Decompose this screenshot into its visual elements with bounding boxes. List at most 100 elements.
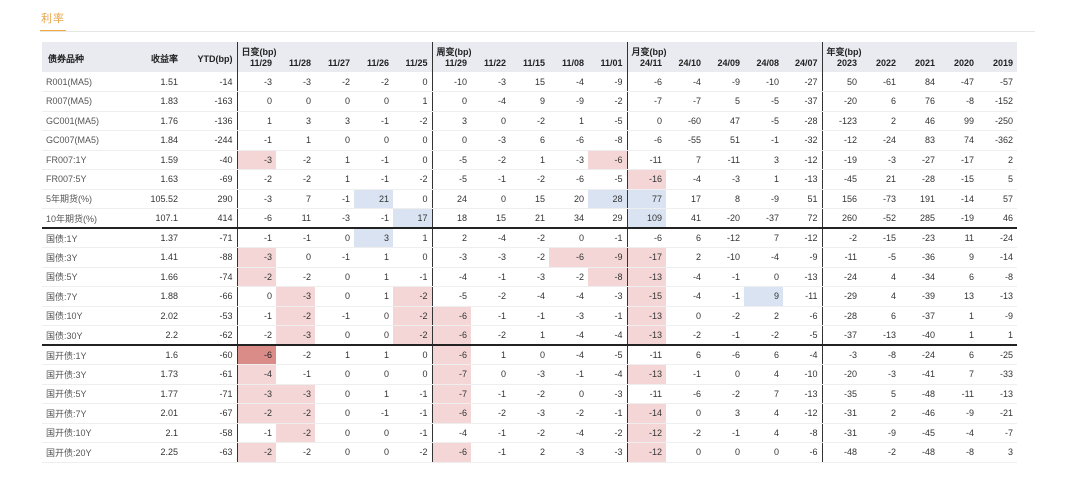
monthly-change: -4	[666, 169, 705, 190]
tab-rates[interactable]: 利率	[40, 8, 66, 32]
daily-change: 0	[315, 130, 354, 151]
monthly-change: -11	[705, 150, 744, 170]
weekly-change: -5	[588, 111, 627, 131]
weekly-change: -8	[588, 267, 627, 287]
ytd-value: -60	[182, 344, 237, 365]
yield-value: 1.73	[142, 364, 182, 385]
weekly-change: -9	[588, 72, 627, 92]
yearly-change: -35	[821, 384, 861, 404]
weekly-change: 15	[510, 189, 549, 209]
yearly-change: 57	[978, 189, 1017, 209]
ytd-value: -62	[182, 325, 237, 346]
yearly-change: -2	[861, 442, 900, 463]
monthly-change: -13	[626, 306, 666, 326]
yearly-change: -21	[978, 403, 1017, 424]
bond-name: 国开债:7Y	[42, 403, 142, 424]
bond-name: 国债:5Y	[42, 267, 142, 287]
monthly-change: -20	[705, 208, 744, 229]
monthly-change: 51	[705, 130, 744, 151]
monthly-change: -12	[626, 442, 666, 463]
weekly-change: -1	[510, 306, 549, 326]
weekly-change: 0	[431, 130, 471, 151]
monthly-change: -1	[705, 286, 744, 307]
yearly-change: -123	[821, 111, 861, 131]
yearly-change: -47	[939, 72, 978, 92]
daily-change: -2	[393, 286, 432, 307]
ytd-value: 290	[182, 189, 237, 209]
weekly-change: -9	[549, 91, 588, 112]
monthly-change: -28	[783, 111, 822, 131]
weekly-change: -1	[549, 364, 588, 385]
ytd-value: -71	[182, 227, 237, 248]
monthly-change: 0	[744, 442, 783, 463]
header-yearly-col: 2023	[821, 58, 861, 72]
yearly-change: -3	[821, 344, 861, 365]
header-date-row: 11/29 11/28 11/27 11/26 11/25 11/29 11/22 11/15…	[42, 58, 1017, 72]
ytd-value: -163	[182, 91, 237, 112]
monthly-change: 41	[666, 208, 705, 229]
header-weekly-col: 11/22	[471, 58, 510, 72]
monthly-change: -60	[666, 111, 705, 131]
bond-name: FR007:5Y	[42, 169, 142, 190]
monthly-change: -13	[626, 364, 666, 385]
monthly-change: -5	[744, 111, 783, 131]
header-weekly-col: 11/08	[549, 58, 588, 72]
bond-name: 国债:10Y	[42, 306, 142, 326]
ytd-value: -63	[182, 442, 237, 463]
weekly-change: -6	[431, 442, 471, 463]
yearly-change: -8	[861, 344, 900, 365]
table-row: 国债:10Y 2.02 -53 -1 -2 -1 0 -2 -6 -1 -1 -3 -1 -13 0 -2 2-…	[42, 306, 1017, 326]
monthly-change: -12	[783, 150, 822, 170]
monthly-change: -5	[783, 325, 822, 346]
daily-change: 0	[354, 91, 393, 112]
daily-change: 1	[393, 91, 432, 112]
yearly-change: 11	[939, 227, 978, 248]
daily-change: -1	[236, 306, 276, 326]
yield-value: 1.59	[142, 150, 182, 170]
table-header: 债券品种 收益率 YTD(bp) 日变(bp) 周变(bp) 月变(bp) 年变…	[42, 42, 1017, 72]
table-row: FR007:1Y 1.59 -40 -3 -2 1 -1 0 -5 -2 1 -3 -6 -11 7 -11 3…	[42, 150, 1017, 170]
monthly-change: -6	[666, 384, 705, 404]
monthly-change: -7	[626, 91, 666, 112]
weekly-change: -4	[549, 286, 588, 307]
weekly-change: 1	[549, 111, 588, 131]
weekly-change: -1	[588, 306, 627, 326]
daily-change: 0	[354, 423, 393, 443]
weekly-change: 1	[510, 325, 549, 346]
daily-change: -3	[276, 286, 315, 307]
yearly-change: -39	[900, 286, 939, 307]
monthly-change: 4	[744, 364, 783, 385]
weekly-change: -3	[510, 267, 549, 287]
daily-change: -1	[393, 423, 432, 443]
weekly-change: 15	[510, 72, 549, 92]
table-row: FR007:5Y 1.63 -69 -2 -2 1 -1 -2 -5 -1 -2 -6 -5 -16 -4-…	[42, 169, 1017, 190]
yearly-change: -11	[821, 247, 861, 268]
monthly-change: 0	[666, 403, 705, 424]
yearly-change: 84	[900, 72, 939, 92]
weekly-change: -3	[471, 72, 510, 92]
daily-change: 1	[315, 169, 354, 190]
daily-change: 1	[315, 344, 354, 365]
daily-change: -1	[276, 364, 315, 385]
daily-change: 1	[354, 286, 393, 307]
table-row: 国开债:5Y 1.77 -71 -3 -3 0 1 -1 -7 -1 -2 0 -3 -11 -6 -2 7 -1…	[42, 384, 1017, 404]
yield-value: 2.01	[142, 403, 182, 424]
yield-value: 2.1	[142, 423, 182, 443]
monthly-change: -2	[705, 384, 744, 404]
yearly-change: 2	[861, 111, 900, 131]
yearly-change: -24	[978, 227, 1017, 248]
yearly-change: -31	[821, 403, 861, 424]
bond-name: 国开债:20Y	[42, 442, 142, 463]
header-yield: 收益率	[142, 42, 182, 72]
yearly-change: -45	[900, 423, 939, 443]
daily-change: 0	[393, 364, 432, 385]
monthly-change: -12	[626, 423, 666, 443]
daily-change: 3	[315, 111, 354, 131]
daily-change: 0	[236, 91, 276, 112]
weekly-change: -1	[471, 384, 510, 404]
weekly-change: -5	[431, 150, 471, 170]
daily-change: -2	[236, 169, 276, 190]
monthly-change: -6	[626, 72, 666, 92]
monthly-change: 51	[783, 189, 822, 209]
daily-change: 0	[354, 130, 393, 151]
